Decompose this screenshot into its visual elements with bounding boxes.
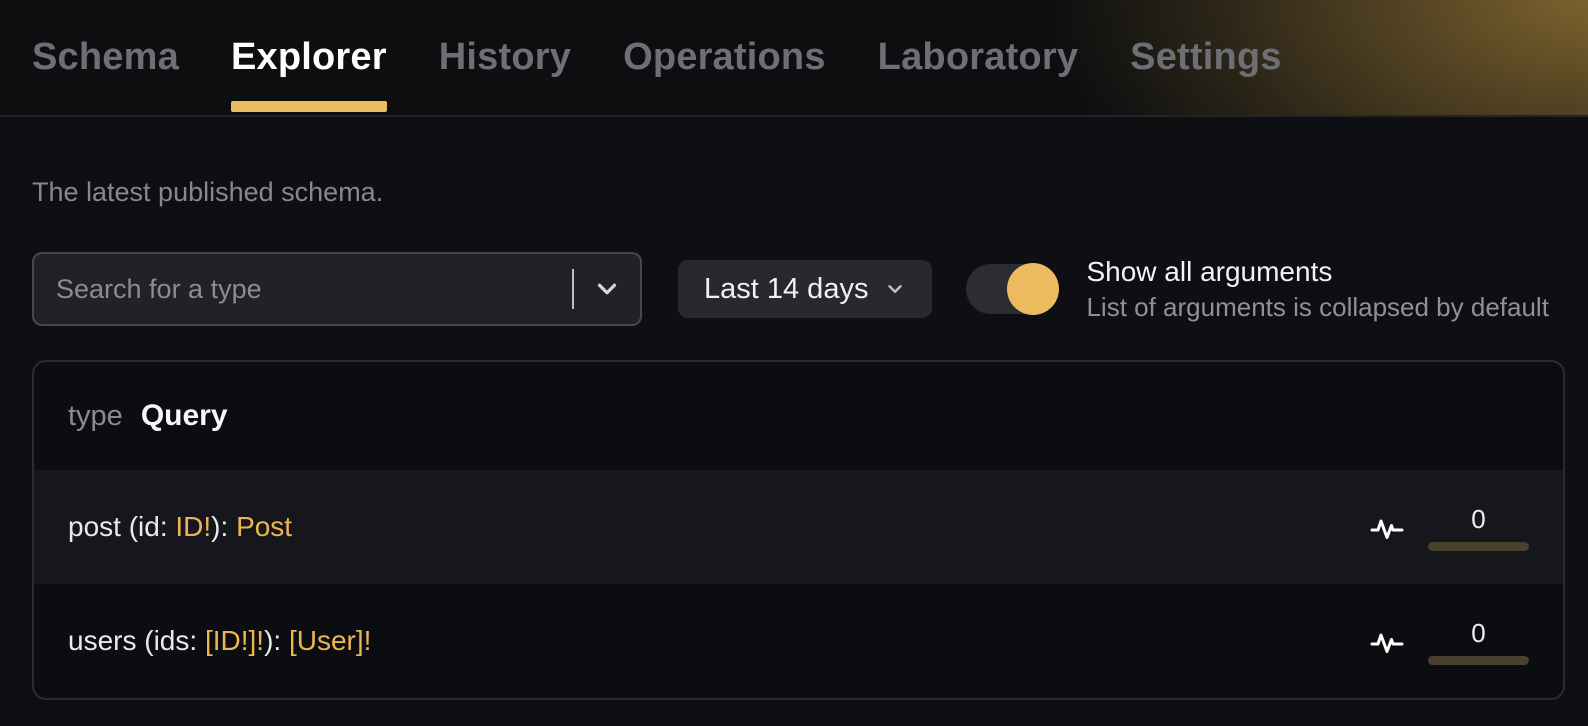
field-usage: 0: [1364, 618, 1529, 665]
type-name: Query: [140, 399, 228, 432]
controls-row: Last 14 days Show all arguments List of …: [32, 252, 1556, 326]
signature-separator: ):: [264, 625, 289, 656]
signature-separator: ):: [211, 511, 237, 542]
usage-bar: [1428, 541, 1529, 551]
field-signature: users (ids: [ID!]!): [User]!: [68, 625, 1364, 657]
type-header: type Query: [34, 362, 1563, 470]
chevron-down-icon[interactable]: [592, 274, 622, 304]
usage-bar: [1428, 655, 1529, 665]
toggle-label: Show all arguments: [1086, 255, 1333, 287]
arg-type-link[interactable]: [ID!]!: [204, 625, 265, 656]
usage-count: 0: [1471, 503, 1486, 534]
field-row-post[interactable]: post (id: ID!): Post 0: [34, 470, 1563, 584]
usage-stat: 0: [1428, 504, 1529, 551]
search-input[interactable]: [56, 273, 564, 305]
toggle-knob: [1007, 263, 1060, 315]
toggle-description: List of arguments is collapsed by defaul…: [1086, 292, 1549, 323]
date-range-label: Last 14 days: [704, 272, 869, 305]
field-usage: 0: [1364, 504, 1529, 551]
pulse-icon: [1364, 509, 1410, 545]
field-name-and-arg: post (id:: [68, 511, 176, 542]
date-range-button[interactable]: Last 14 days: [678, 260, 933, 318]
schema-type-panel: type Query post (id: ID!): Post 0 users …: [32, 360, 1565, 700]
return-type-link[interactable]: Post: [236, 511, 293, 542]
type-search-combobox[interactable]: [32, 252, 642, 326]
field-signature: post (id: ID!): Post: [68, 511, 1364, 543]
arg-type-link[interactable]: ID!: [175, 511, 212, 542]
pulse-icon: [1364, 623, 1410, 659]
chevron-down-icon: [884, 278, 906, 300]
return-type-link[interactable]: [User]!: [288, 625, 372, 656]
type-keyword: type: [68, 399, 123, 432]
field-name-and-arg: users (ids:: [68, 625, 205, 656]
usage-stat: 0: [1428, 618, 1529, 665]
tab-schema[interactable]: Schema: [32, 36, 179, 78]
toggle-text-block: Show all arguments List of arguments is …: [1086, 255, 1548, 324]
explorer-page: The latest published schema. Last 14 day…: [0, 177, 1588, 700]
tab-settings[interactable]: Settings: [1130, 36, 1282, 78]
field-row-users[interactable]: users (ids: [ID!]!): [User]! 0: [34, 584, 1563, 698]
tab-laboratory[interactable]: Laboratory: [877, 36, 1079, 78]
tab-explorer[interactable]: Explorer: [230, 0, 387, 115]
tab-operations[interactable]: Operations: [623, 36, 826, 78]
page-subtitle: The latest published schema.: [32, 177, 384, 207]
show-arguments-toggle[interactable]: [966, 263, 1060, 315]
top-navigation: Schema Explorer History Operations Labor…: [0, 0, 1588, 117]
tab-history[interactable]: History: [438, 36, 572, 78]
search-divider: [572, 269, 574, 309]
usage-count: 0: [1471, 617, 1486, 648]
